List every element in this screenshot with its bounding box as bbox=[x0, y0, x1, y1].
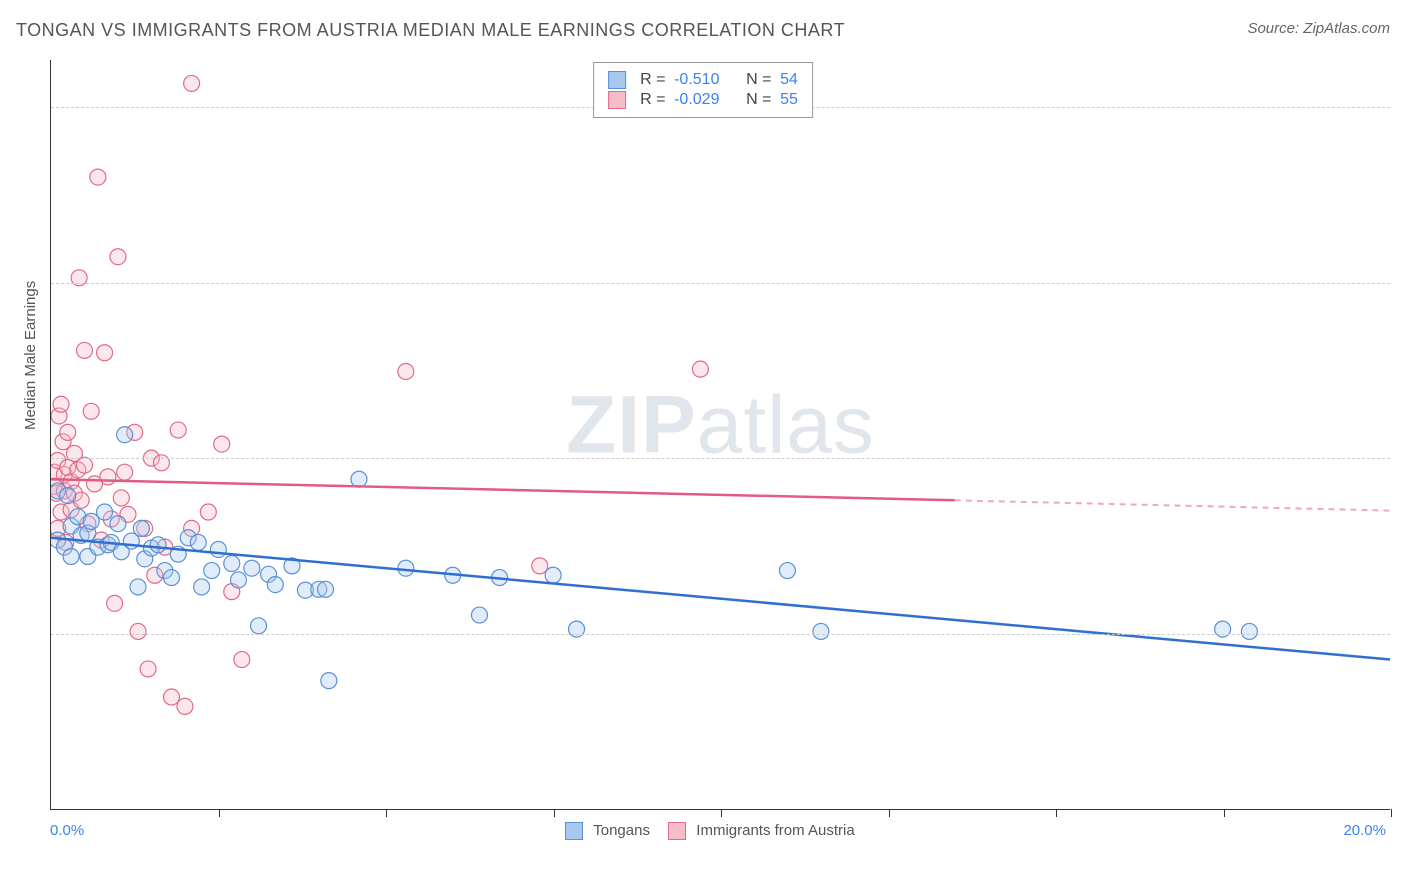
data-point bbox=[140, 661, 156, 677]
data-point bbox=[692, 361, 708, 377]
data-point bbox=[779, 563, 795, 579]
legend-label-tongans: Tongans bbox=[593, 822, 650, 839]
source-attribution: Source: ZipAtlas.com bbox=[1247, 20, 1390, 37]
data-point bbox=[110, 249, 126, 265]
data-point bbox=[97, 504, 113, 520]
data-point bbox=[351, 471, 367, 487]
data-point bbox=[1241, 623, 1257, 639]
chart-title: TONGAN VS IMMIGRANTS FROM AUSTRIA MEDIAN… bbox=[16, 20, 845, 41]
data-point bbox=[83, 513, 99, 529]
data-point bbox=[164, 570, 180, 586]
data-point bbox=[97, 345, 113, 361]
data-point bbox=[398, 560, 414, 576]
x-tick bbox=[1224, 809, 1225, 817]
data-point bbox=[164, 689, 180, 705]
data-point bbox=[76, 342, 92, 358]
legend-swatch-b-icon bbox=[608, 91, 626, 109]
data-point bbox=[133, 520, 149, 536]
data-point bbox=[90, 169, 106, 185]
data-point bbox=[117, 427, 133, 443]
data-point bbox=[110, 516, 126, 532]
data-point bbox=[214, 436, 230, 452]
data-point bbox=[63, 549, 79, 565]
data-point bbox=[224, 556, 240, 572]
gridline bbox=[51, 283, 1390, 284]
trend-line bbox=[955, 500, 1390, 510]
correlation-row-a: R = -0.510 N = 54 bbox=[608, 71, 798, 89]
x-tick bbox=[1391, 809, 1392, 817]
x-tick bbox=[554, 809, 555, 817]
data-point bbox=[545, 567, 561, 583]
r-value-b: -0.029 bbox=[674, 91, 738, 109]
n-value-b: 55 bbox=[780, 91, 798, 109]
x-tick bbox=[721, 809, 722, 817]
data-point bbox=[244, 560, 260, 576]
data-point bbox=[210, 541, 226, 557]
trend-line bbox=[51, 479, 955, 500]
legend-label-austria: Immigrants from Austria bbox=[696, 822, 854, 839]
data-point bbox=[813, 623, 829, 639]
data-point bbox=[204, 563, 220, 579]
data-point bbox=[251, 618, 267, 634]
data-point bbox=[194, 579, 210, 595]
x-tick bbox=[1056, 809, 1057, 817]
data-point bbox=[153, 455, 169, 471]
x-tick bbox=[889, 809, 890, 817]
bottom-legend: Tongans Immigrants from Austria bbox=[0, 822, 1406, 840]
data-point bbox=[150, 537, 166, 553]
data-point bbox=[190, 534, 206, 550]
data-point bbox=[100, 469, 116, 485]
trend-line bbox=[51, 538, 1390, 660]
correlation-legend: R = -0.510 N = 54 R = -0.029 N = 55 bbox=[593, 62, 813, 118]
data-point bbox=[200, 504, 216, 520]
legend-swatch-austria bbox=[668, 822, 686, 840]
data-point bbox=[532, 558, 548, 574]
data-point bbox=[117, 464, 133, 480]
n-value-a: 54 bbox=[780, 71, 798, 89]
data-point bbox=[267, 577, 283, 593]
data-point bbox=[60, 488, 76, 504]
data-point bbox=[177, 698, 193, 714]
data-point bbox=[234, 652, 250, 668]
data-point bbox=[76, 457, 92, 473]
data-point bbox=[130, 579, 146, 595]
data-point bbox=[398, 363, 414, 379]
plot-area: ZIPatlas $37,500$75,000$112,500$150,000 bbox=[50, 60, 1390, 810]
x-tick bbox=[386, 809, 387, 817]
data-point bbox=[184, 75, 200, 91]
legend-swatch-tongans bbox=[565, 822, 583, 840]
y-axis-title: Median Male Earnings bbox=[22, 281, 39, 430]
data-point bbox=[107, 595, 123, 611]
data-point bbox=[321, 673, 337, 689]
data-point bbox=[170, 422, 186, 438]
data-point bbox=[471, 607, 487, 623]
data-point bbox=[130, 623, 146, 639]
data-point bbox=[230, 572, 246, 588]
legend-swatch-a-icon bbox=[608, 71, 626, 89]
r-value-a: -0.510 bbox=[674, 71, 738, 89]
data-point bbox=[317, 581, 333, 597]
data-point bbox=[53, 396, 69, 412]
x-tick bbox=[219, 809, 220, 817]
data-point bbox=[113, 490, 129, 506]
correlation-row-b: R = -0.029 N = 55 bbox=[608, 91, 798, 109]
data-point bbox=[60, 424, 76, 440]
watermark: ZIPatlas bbox=[566, 378, 875, 472]
gridline bbox=[51, 634, 1390, 635]
data-point bbox=[83, 403, 99, 419]
